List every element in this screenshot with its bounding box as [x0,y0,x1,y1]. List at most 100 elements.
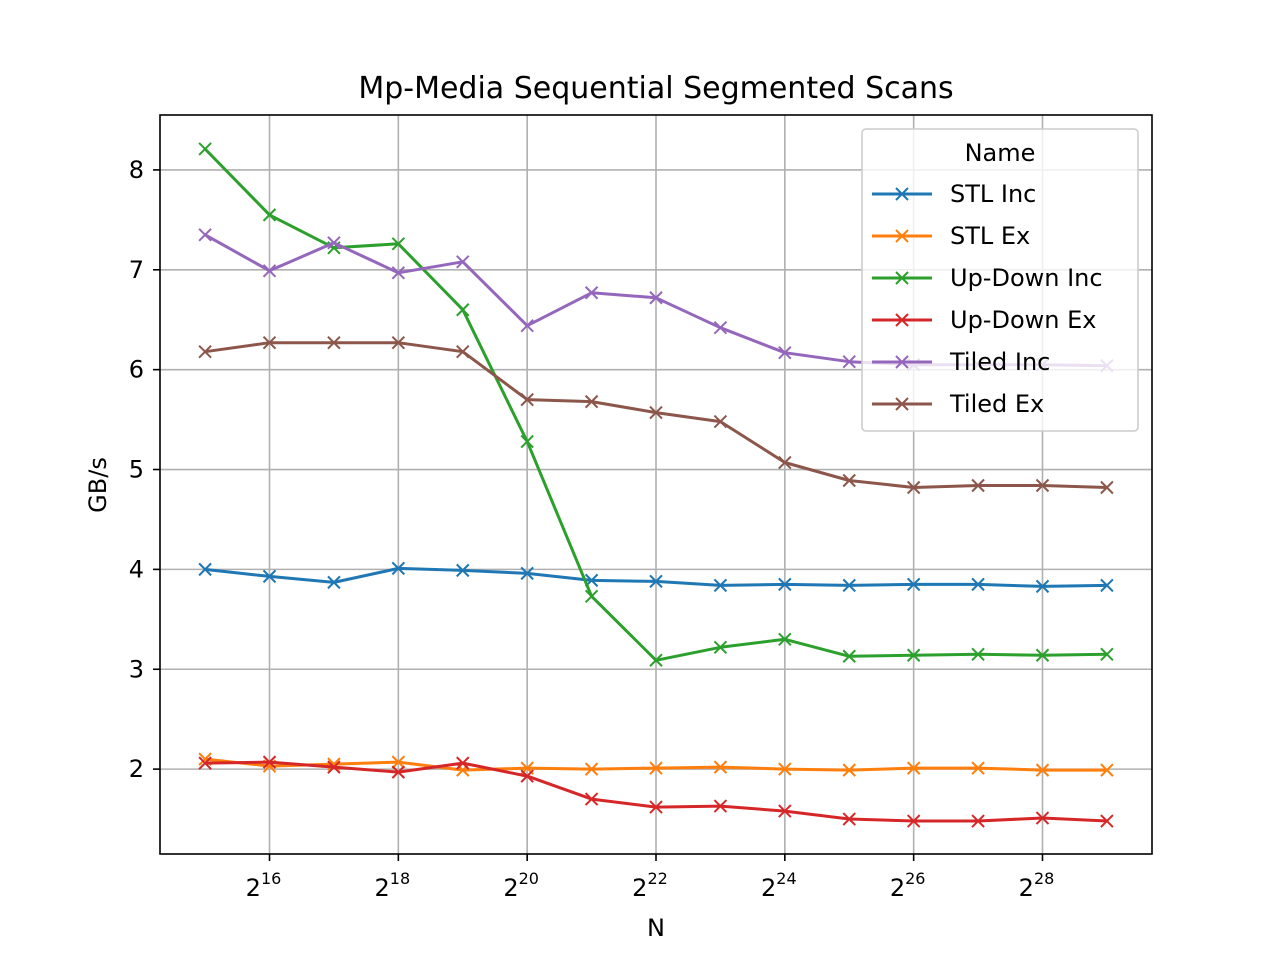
data-point-marker [198,142,212,156]
series-stl-inc [198,561,1114,594]
data-point-marker [391,755,406,769]
legend-swatch-marker [895,313,909,327]
data-point-marker [327,335,341,350]
data-point-marker [842,763,856,777]
data-point-marker [778,632,792,646]
data-point-marker [520,434,534,449]
data-point-marker [778,762,792,776]
data-point-marker [649,291,663,305]
legend-label: Up-Down Inc [950,264,1103,292]
y-axis-label: GB/s [84,457,112,513]
x-axis-label: N [647,914,665,942]
data-point-marker [842,812,856,826]
data-point-marker [198,228,212,242]
legend-entries: STL Inc STL Ex Up-Down Inc Up-Down Ex Tiled … [872,180,1103,418]
data-point-marker [713,321,728,335]
data-point-marker [649,653,663,667]
data-point-marker [262,264,277,278]
data-point-marker [1100,763,1114,777]
data-point-marker [713,799,728,813]
data-point-marker [456,303,470,317]
data-point-marker [262,755,277,769]
legend-title: Name [965,139,1036,167]
data-point-marker [842,649,856,663]
x-tick-label: 218 [375,869,411,902]
data-point-marker [584,286,599,300]
x-tick-label: 228 [1019,869,1055,902]
y-tick-label: 3 [129,655,144,683]
series-tiled-ex [198,335,1114,495]
data-point-marker [842,354,856,369]
y-tick-label: 2 [129,755,144,783]
data-point-marker [262,569,277,584]
data-point-marker [584,589,599,604]
data-point-marker [584,762,599,776]
series-up-down-ex [198,755,1114,828]
data-point-marker [1100,480,1114,495]
data-point-marker [842,578,856,593]
legend-label: STL Inc [950,180,1036,208]
data-point-marker [327,575,341,590]
data-point-marker [906,480,921,495]
y-tick-label: 6 [129,356,144,384]
data-point-marker [971,577,985,592]
legend-label: STL Ex [950,222,1030,250]
data-point-marker [842,473,856,488]
data-point-marker [778,455,792,470]
data-point-marker [262,335,277,350]
data-point-marker [327,236,341,250]
grid-layer [160,115,1152,854]
data-point-marker [906,648,921,662]
y-tick-label: 8 [129,156,144,184]
data-point-marker [1035,478,1050,493]
data-point-marker [1100,814,1114,828]
data-point-marker [456,563,470,578]
y-tick-label: 4 [129,555,144,583]
x-tick-label: 226 [890,869,926,902]
data-point-marker [713,414,728,429]
legend-label: Tiled Ex [949,390,1044,418]
legend-entry: STL Inc [872,180,1036,208]
data-point-marker [971,478,985,493]
data-point-marker [713,640,728,654]
legend-entry: Up-Down Inc [872,264,1103,292]
data-point-marker [1035,811,1050,825]
legend-swatch-marker [895,187,909,201]
x-tick-label: 224 [761,869,797,902]
data-point-marker [327,760,341,774]
data-point-marker [456,756,470,770]
data-point-marker [971,761,985,775]
legend-label: Up-Down Ex [950,306,1096,334]
data-point-marker [1035,579,1050,594]
legend-swatch-marker [895,355,909,369]
data-point-marker [778,804,792,818]
data-point-marker [971,814,985,828]
legend-box [861,128,1139,432]
tick-layer: 216 218 220 222 224 226 228 2 3 4 5 6 7 8 [129,156,1055,902]
data-point-marker [649,800,663,814]
data-point-marker [391,561,406,576]
data-point-marker [198,756,212,770]
data-point-marker [262,208,277,222]
data-point-marker [778,577,792,592]
legend-entry: STL Ex [872,222,1030,250]
chart-title: Mp-Media Sequential Segmented Scans [358,71,953,106]
data-point-marker [1035,763,1050,777]
x-tick-label: 216 [246,869,282,902]
legend-entry: Tiled Ex [872,390,1044,418]
data-point-marker [456,344,470,359]
data-point-marker [584,792,599,806]
data-point-marker [198,562,212,577]
x-tick-label: 222 [632,869,668,902]
legend-entry: Up-Down Ex [872,306,1096,334]
data-point-marker [649,405,663,420]
data-point-marker [520,392,534,407]
data-point-marker [713,578,728,593]
data-point-marker [391,237,406,251]
legend-entry: Tiled Inc [872,348,1050,376]
data-point-marker [906,577,921,592]
data-point-marker [198,344,212,359]
data-point-marker [584,394,599,409]
data-point-marker [391,335,406,350]
